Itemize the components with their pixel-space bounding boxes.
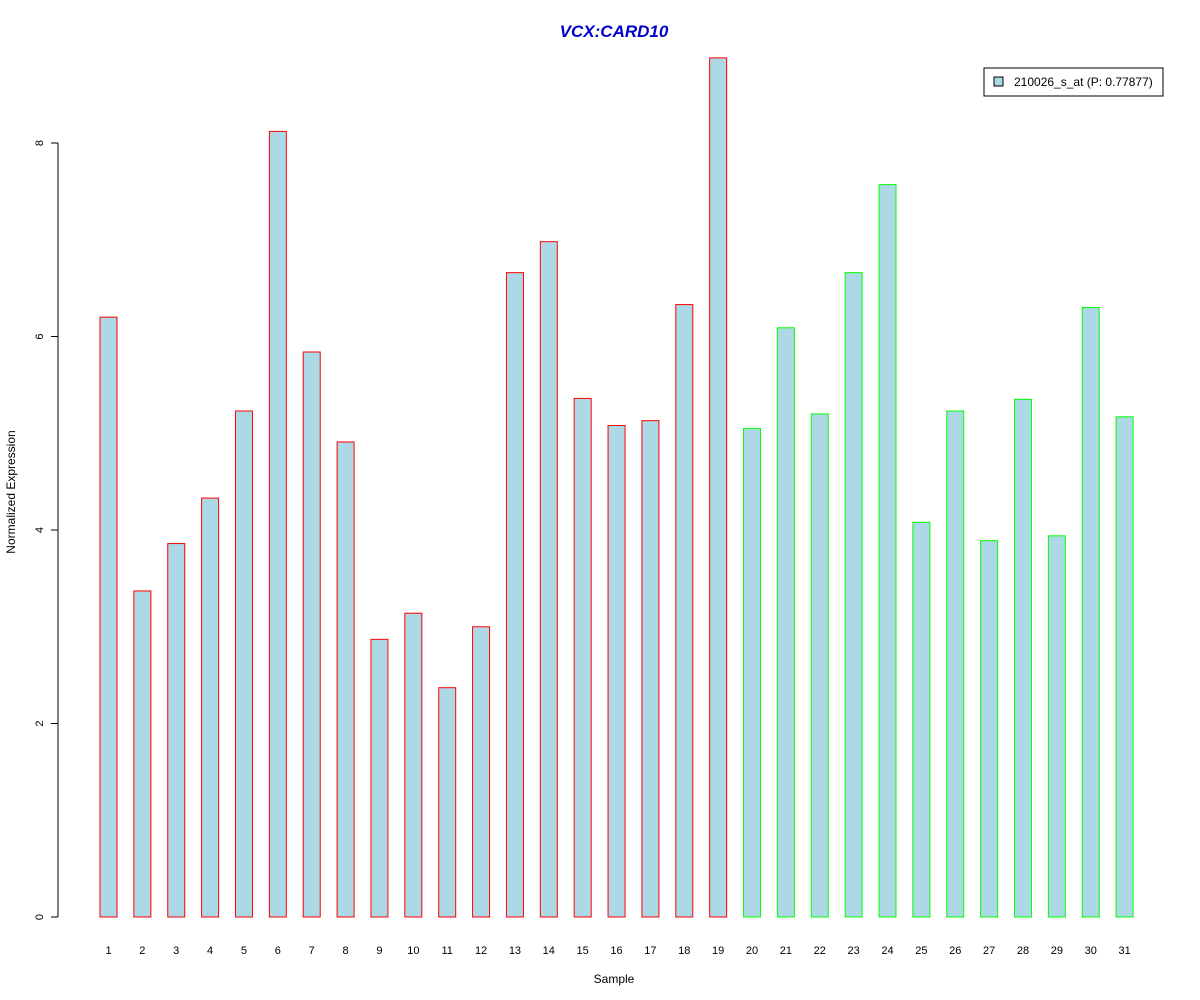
bar bbox=[472, 626, 491, 918]
x-tick-label: 10 bbox=[407, 945, 419, 957]
x-tick-label: 27 bbox=[983, 945, 995, 957]
bar bbox=[234, 410, 253, 918]
legend-label: 210026_s_at (P: 0.77877) bbox=[1014, 75, 1153, 89]
bar bbox=[167, 543, 186, 918]
x-tick-label: 12 bbox=[475, 945, 487, 957]
y-tick-label: 6 bbox=[34, 333, 46, 339]
y-axis-label: Normalized Expression bbox=[4, 430, 18, 553]
x-tick-label: 8 bbox=[343, 945, 349, 957]
x-tick-label: 26 bbox=[949, 945, 961, 957]
bar bbox=[1081, 306, 1100, 918]
bars bbox=[99, 57, 1134, 918]
x-tick-label: 15 bbox=[577, 945, 589, 957]
bar bbox=[573, 397, 592, 918]
x-tick-label: 28 bbox=[1017, 945, 1029, 957]
bar bbox=[946, 410, 965, 918]
x-tick-label: 30 bbox=[1085, 945, 1097, 957]
x-tick-label: 4 bbox=[207, 945, 213, 957]
x-tick-label: 3 bbox=[173, 945, 179, 957]
legend-box bbox=[983, 67, 1164, 97]
y-tick-label: 4 bbox=[34, 527, 46, 533]
bar bbox=[607, 425, 626, 918]
bar bbox=[336, 441, 355, 918]
bar bbox=[878, 184, 897, 918]
x-tick-label: 25 bbox=[915, 945, 927, 957]
x-tick-label: 7 bbox=[309, 945, 315, 957]
x-tick-label: 22 bbox=[814, 945, 826, 957]
x-tick-label: 18 bbox=[678, 945, 690, 957]
x-tick-label: 21 bbox=[780, 945, 792, 957]
bar bbox=[1013, 398, 1032, 918]
x-tick-label: 24 bbox=[881, 945, 893, 957]
x-tick-label: 9 bbox=[376, 945, 382, 957]
bar bbox=[776, 327, 795, 918]
bar bbox=[675, 304, 694, 918]
x-tick-label: 5 bbox=[241, 945, 247, 957]
x-tick-label: 14 bbox=[543, 945, 555, 957]
bar bbox=[844, 272, 863, 918]
x-tick-label: 6 bbox=[275, 945, 281, 957]
x-tick-label: 13 bbox=[509, 945, 521, 957]
bar bbox=[268, 130, 287, 918]
x-tick-label: 11 bbox=[441, 945, 452, 957]
bar bbox=[641, 420, 660, 918]
bar bbox=[539, 241, 558, 918]
x-tick-label: 20 bbox=[746, 945, 758, 957]
bar bbox=[404, 612, 423, 918]
x-tick-labels: 1 2 3 4 5 6 7 8 9 10 11 12 13 14 15 16 17 18 19 20 21 22 23 24 2… bbox=[105, 945, 1130, 957]
bar bbox=[505, 272, 524, 918]
y-tick-label: 2 bbox=[34, 720, 46, 726]
x-tick-label: 31 bbox=[1118, 945, 1130, 957]
y-tick-label: 0 bbox=[34, 914, 46, 920]
chart-title: VCX:CARD10 bbox=[560, 22, 669, 41]
x-tick-label: 2 bbox=[139, 945, 145, 957]
bar bbox=[133, 590, 152, 918]
bar bbox=[201, 497, 220, 918]
x-axis-label: Sample bbox=[594, 972, 635, 986]
x-tick-label: 29 bbox=[1051, 945, 1063, 957]
bar bbox=[1047, 535, 1066, 918]
legend-swatch bbox=[993, 76, 1004, 87]
x-tick-label: 1 bbox=[105, 945, 111, 957]
x-tick-label: 16 bbox=[610, 945, 622, 957]
bar bbox=[438, 687, 457, 918]
legend: 210026_s_at (P: 0.77877) bbox=[983, 67, 1164, 97]
x-tick-label: 17 bbox=[644, 945, 656, 957]
bar bbox=[912, 521, 931, 918]
bar bbox=[302, 351, 321, 918]
bar bbox=[99, 316, 118, 918]
bar bbox=[370, 638, 389, 918]
bar bbox=[810, 413, 829, 918]
bar bbox=[709, 57, 728, 918]
y-tick-label: 8 bbox=[34, 140, 46, 146]
x-tick-label: 19 bbox=[712, 945, 724, 957]
bar bbox=[1115, 416, 1134, 918]
x-tick-label: 23 bbox=[848, 945, 860, 957]
bar bbox=[980, 540, 999, 918]
y-axis: 0 2 4 6 8 bbox=[34, 140, 59, 920]
bar bbox=[743, 427, 762, 918]
